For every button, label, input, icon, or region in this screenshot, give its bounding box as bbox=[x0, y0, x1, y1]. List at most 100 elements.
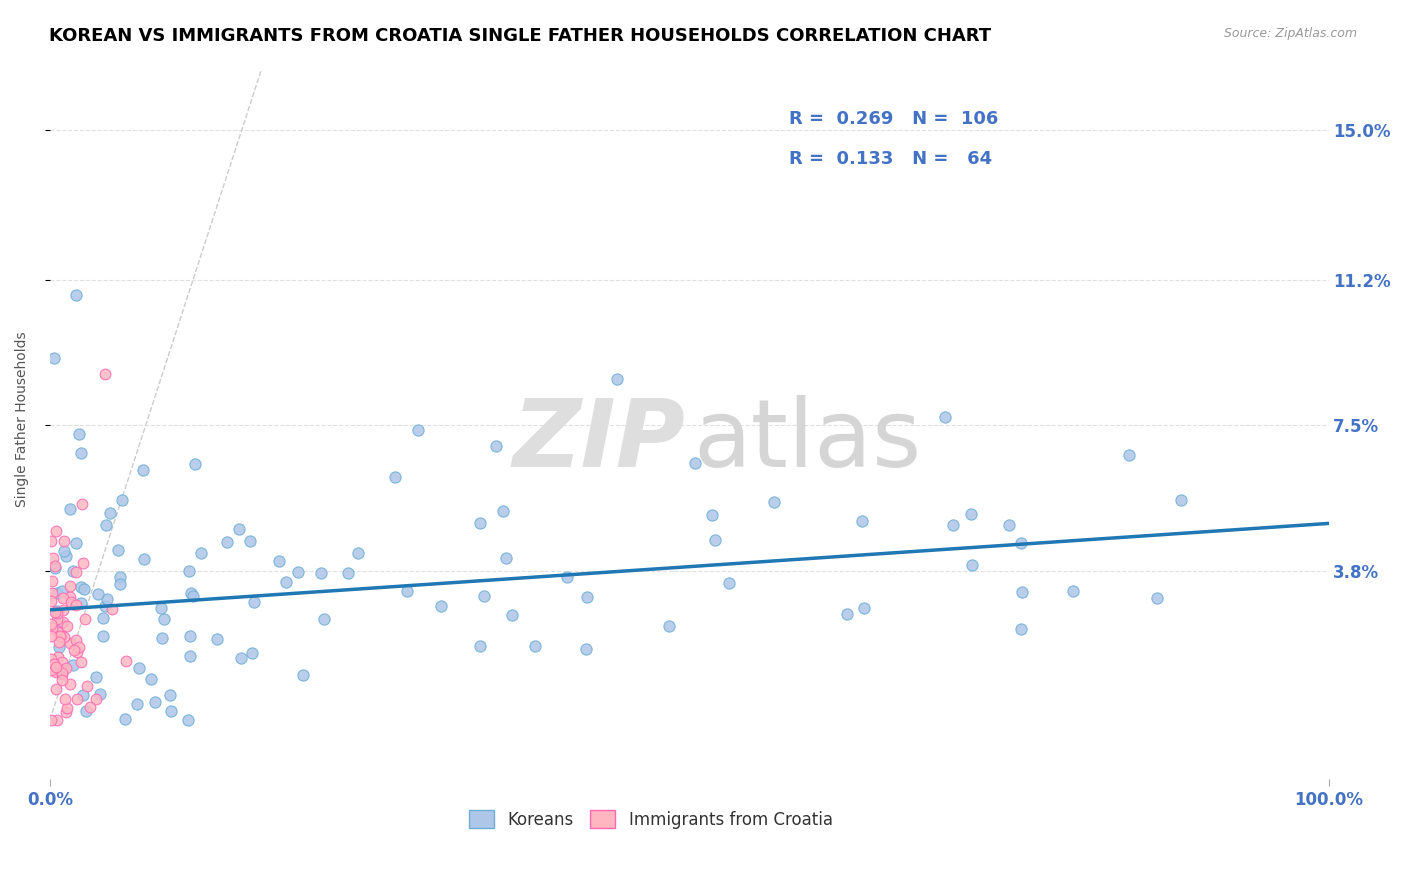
Point bbox=[44, 605, 66, 619]
Point bbox=[94, 367, 117, 381]
Point bbox=[243, 594, 266, 608]
Point bbox=[52, 591, 75, 606]
Point bbox=[347, 546, 370, 560]
Point bbox=[67, 426, 90, 441]
Point bbox=[65, 598, 87, 612]
Point bbox=[159, 688, 181, 702]
Point bbox=[51, 673, 73, 687]
Point bbox=[39, 629, 62, 643]
Point bbox=[65, 632, 87, 647]
Point bbox=[55, 661, 77, 675]
Point bbox=[46, 713, 69, 727]
Point bbox=[114, 712, 136, 726]
Point bbox=[59, 502, 82, 516]
Point bbox=[1170, 492, 1192, 507]
Point bbox=[56, 701, 79, 715]
Point bbox=[153, 612, 176, 626]
Point bbox=[717, 575, 740, 590]
Point bbox=[395, 583, 418, 598]
Point bbox=[683, 457, 706, 471]
Point bbox=[66, 645, 89, 659]
Point bbox=[274, 574, 297, 589]
Point bbox=[485, 438, 508, 452]
Point bbox=[45, 586, 67, 600]
Point bbox=[59, 590, 82, 604]
Point bbox=[1010, 622, 1032, 636]
Point bbox=[960, 558, 983, 572]
Point bbox=[70, 596, 93, 610]
Point bbox=[51, 584, 73, 599]
Point bbox=[44, 561, 66, 575]
Point bbox=[52, 533, 75, 548]
Point bbox=[1062, 584, 1084, 599]
Point bbox=[52, 602, 75, 616]
Point bbox=[125, 697, 148, 711]
Point bbox=[501, 608, 523, 623]
Point bbox=[160, 705, 183, 719]
Point bbox=[606, 372, 628, 386]
Point bbox=[72, 688, 94, 702]
Point bbox=[287, 565, 309, 579]
Point bbox=[46, 649, 69, 664]
Point bbox=[63, 643, 86, 657]
Point bbox=[384, 470, 406, 484]
Point bbox=[100, 602, 122, 616]
Point bbox=[48, 635, 70, 649]
Point bbox=[65, 565, 87, 579]
Point bbox=[48, 640, 70, 654]
Point bbox=[128, 661, 150, 675]
Point bbox=[524, 639, 547, 653]
Point bbox=[700, 508, 723, 522]
Point bbox=[53, 544, 76, 558]
Point bbox=[115, 654, 138, 668]
Point bbox=[45, 612, 67, 626]
Text: atlas: atlas bbox=[693, 395, 921, 487]
Point bbox=[59, 636, 82, 650]
Point bbox=[55, 549, 77, 563]
Point bbox=[176, 713, 198, 727]
Point bbox=[292, 668, 315, 682]
Point bbox=[492, 504, 515, 518]
Point bbox=[575, 641, 598, 656]
Point bbox=[59, 578, 82, 592]
Point bbox=[51, 655, 73, 669]
Point bbox=[55, 706, 77, 720]
Point bbox=[41, 574, 63, 589]
Point bbox=[91, 611, 114, 625]
Point bbox=[1011, 585, 1033, 599]
Point bbox=[184, 458, 207, 472]
Point bbox=[42, 657, 65, 672]
Point bbox=[658, 618, 681, 632]
Point bbox=[430, 599, 453, 614]
Point bbox=[41, 585, 63, 599]
Point bbox=[45, 660, 67, 674]
Point bbox=[576, 590, 599, 604]
Point bbox=[39, 533, 62, 548]
Point bbox=[228, 522, 250, 536]
Text: R =  0.133   N =   64: R = 0.133 N = 64 bbox=[789, 150, 993, 168]
Point bbox=[312, 612, 335, 626]
Text: Source: ZipAtlas.com: Source: ZipAtlas.com bbox=[1223, 27, 1357, 40]
Point bbox=[98, 506, 121, 520]
Point bbox=[470, 639, 492, 653]
Point bbox=[46, 604, 69, 618]
Point bbox=[39, 617, 62, 632]
Point bbox=[267, 554, 290, 568]
Point bbox=[45, 682, 67, 697]
Point bbox=[942, 517, 965, 532]
Point bbox=[44, 559, 66, 574]
Text: R =  0.269   N =  106: R = 0.269 N = 106 bbox=[789, 110, 998, 128]
Point bbox=[468, 516, 491, 530]
Text: ZIP: ZIP bbox=[512, 395, 685, 487]
Point bbox=[149, 600, 172, 615]
Y-axis label: Single Father Households: Single Father Households bbox=[15, 332, 30, 507]
Point bbox=[73, 612, 96, 626]
Point bbox=[41, 621, 63, 635]
Point bbox=[84, 691, 107, 706]
Point bbox=[70, 497, 93, 511]
Point bbox=[60, 597, 83, 611]
Point bbox=[89, 687, 111, 701]
Point bbox=[179, 629, 201, 643]
Point bbox=[70, 655, 93, 669]
Point bbox=[55, 619, 77, 633]
